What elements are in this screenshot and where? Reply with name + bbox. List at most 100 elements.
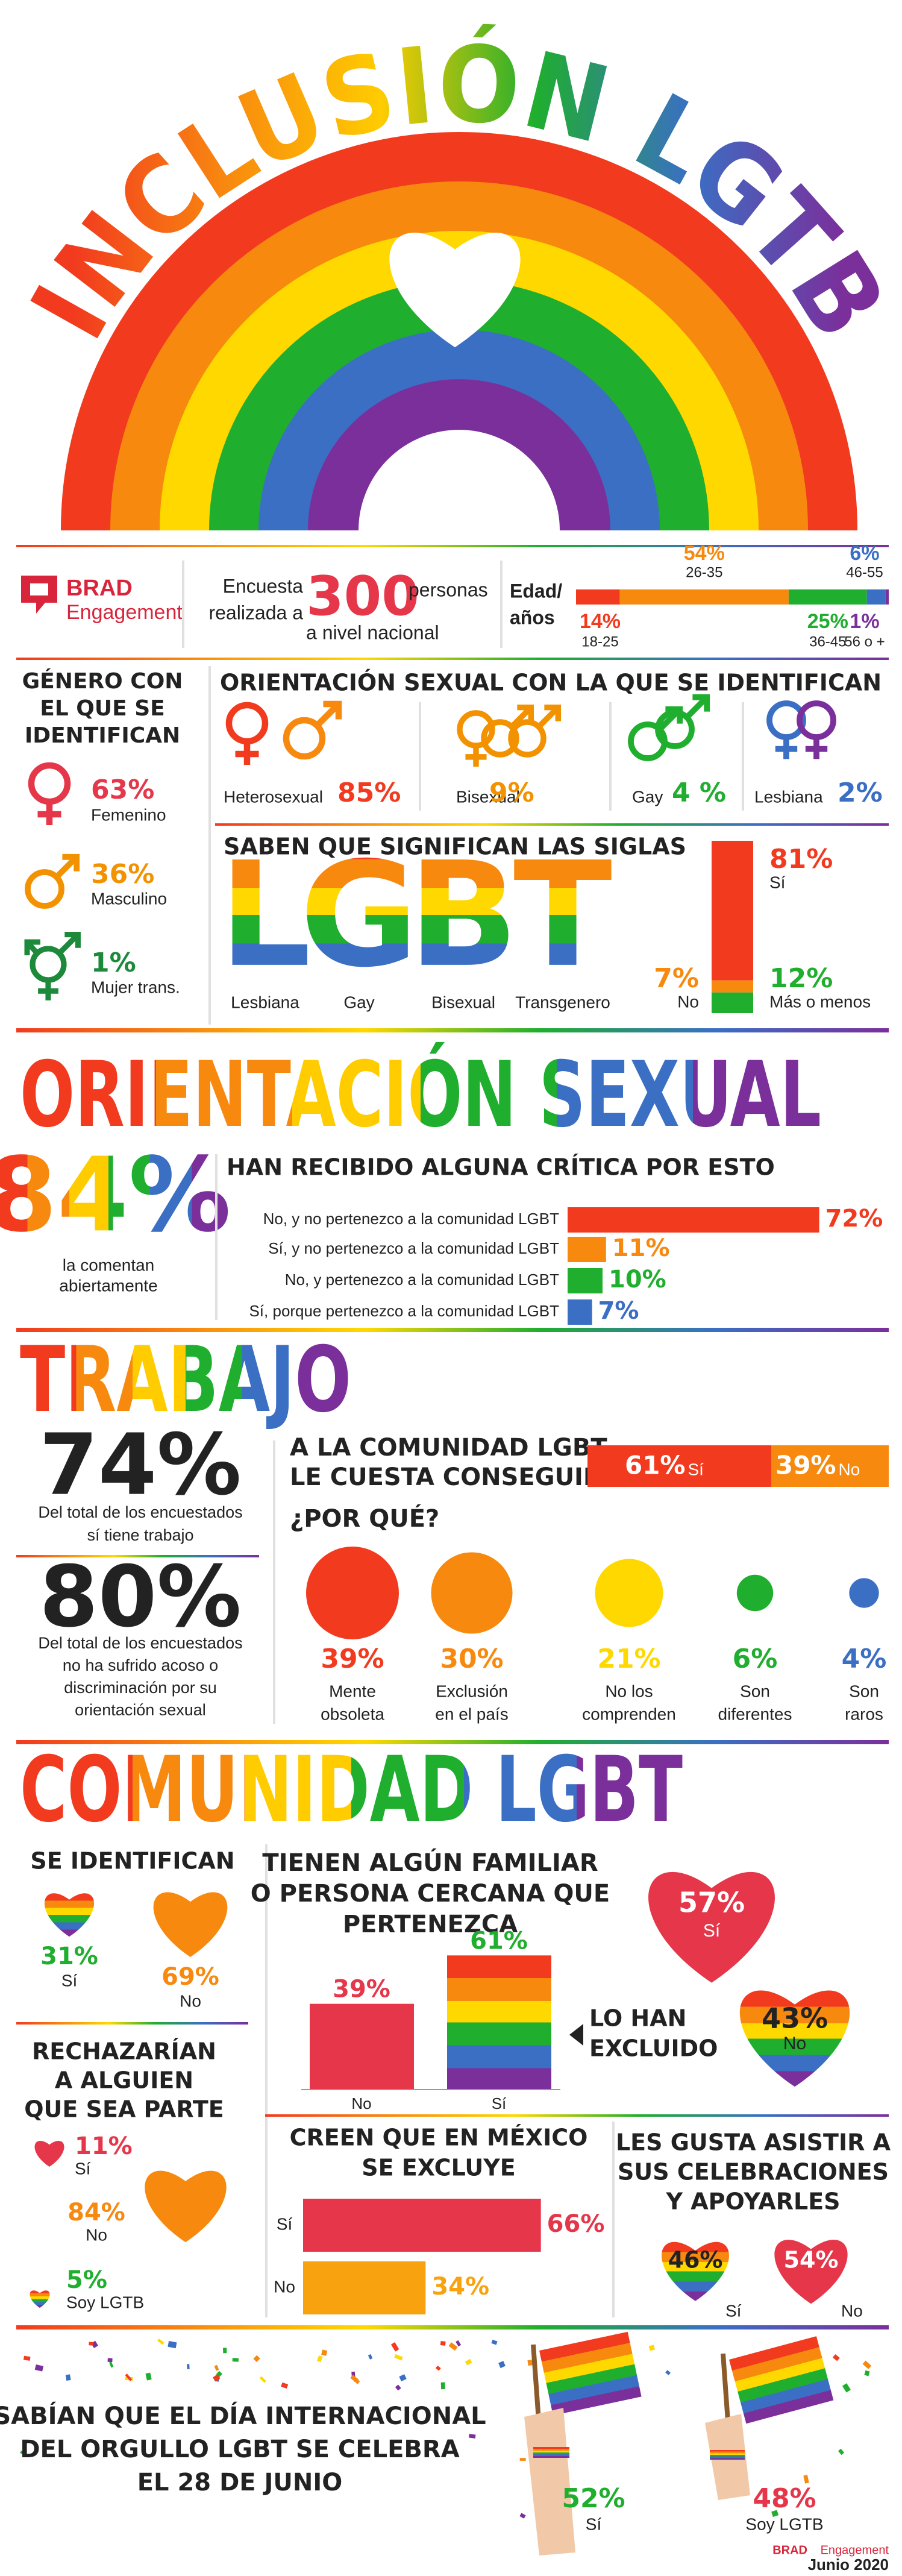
criticism-bar	[568, 1299, 592, 1325]
work-caption: orientación sexual	[75, 1701, 206, 1719]
mars-symbol	[508, 719, 547, 758]
orientation-label: Lesbiana	[754, 787, 823, 806]
trans-symbol	[24, 939, 40, 956]
heart	[739, 1990, 850, 2087]
reason-label: Son	[849, 1682, 879, 1700]
identify-label: No	[180, 1991, 201, 2010]
survey-text: a nivel nacional	[306, 621, 439, 643]
heart	[30, 2290, 50, 2308]
confetti	[440, 2341, 446, 2346]
orientation-percent: 85%	[337, 778, 401, 808]
age-percent: 1%	[850, 610, 879, 633]
acronym-bar-segment	[712, 980, 753, 993]
confetti	[187, 2364, 190, 2369]
age-segment	[866, 589, 886, 605]
mars-symbol	[25, 869, 64, 909]
confetti	[665, 2370, 671, 2375]
criticism-bar	[568, 1268, 603, 1293]
rainbow-band	[110, 181, 808, 531]
confetti	[832, 2354, 840, 2361]
confetti	[316, 2355, 323, 2363]
pride-label: Soy LGTB	[745, 2515, 823, 2533]
reason-circle	[305, 1546, 399, 1640]
rainbow-band	[308, 379, 610, 531]
heart	[44, 1893, 95, 1937]
mexico-bar	[303, 2261, 426, 2314]
acronym-letter: B	[409, 831, 519, 999]
acronym-answer: Sí	[769, 873, 786, 891]
divider	[612, 2122, 615, 2317]
mars-symbol	[30, 946, 67, 983]
age-segment	[885, 589, 889, 605]
reject-percent: 11%	[75, 2132, 133, 2160]
confetti	[448, 2342, 458, 2351]
confetti	[456, 2340, 462, 2347]
confetti	[390, 2342, 399, 2352]
confetti	[862, 2360, 872, 2369]
bracelet	[710, 2450, 745, 2460]
orientation-label: Gay	[632, 787, 663, 806]
reject-percent: 84%	[67, 2199, 125, 2226]
reason-percent: 6%	[733, 1644, 778, 1674]
confetti	[465, 2358, 472, 2366]
divider	[273, 1440, 275, 1724]
celebration-percent: 54%	[784, 2247, 839, 2273]
criticism-label: No, y pertenezco a la comunidad LGBT	[285, 1271, 559, 1289]
confetti	[20, 2450, 25, 2455]
work-caption: sí tiene trabajo	[87, 1526, 193, 1544]
heart	[145, 2170, 227, 2243]
confetti	[109, 2361, 114, 2368]
acronym-percent: 81%	[769, 844, 833, 875]
confetti	[65, 2374, 71, 2381]
confetti	[399, 2374, 407, 2382]
confetti	[157, 2339, 164, 2345]
orientation-title: ORIENTACIÓN SEXUAL CON LA QUE SE IDENTIF…	[220, 670, 882, 696]
acronym-word: Lesbiana	[231, 993, 299, 1011]
confetti	[803, 2475, 809, 2484]
work-percent: 80%	[39, 1548, 241, 1647]
acronym-word: Gay	[343, 993, 374, 1011]
confetti	[145, 2372, 152, 2381]
orientation-percent: 2%	[838, 778, 883, 808]
confetti	[842, 2383, 851, 2393]
mars-symbol	[509, 704, 534, 729]
heart	[648, 1871, 775, 1983]
reject-label: No	[86, 2225, 107, 2244]
mars-symbol	[481, 719, 519, 758]
divider	[208, 666, 211, 1025]
mexico-bar	[303, 2199, 541, 2252]
reason-label: comprenden	[582, 1704, 676, 1723]
section-heading: ORIENTACIÓN SEXUAL	[20, 1042, 821, 1148]
age-label: años	[510, 606, 555, 628]
identify-percent: 31%	[40, 1943, 98, 1970]
excluded-title: LO HAN	[589, 2005, 686, 2032]
criticism-percent: 10%	[609, 1266, 666, 1293]
confetti	[435, 2365, 441, 2371]
orientation-percent: 4 %	[672, 778, 726, 808]
work-caption: discriminación por su	[64, 1679, 217, 1697]
mexico-label: Sí	[277, 2214, 293, 2233]
criticism-label: No, y no pertenezco a la comunidad LGBT	[263, 1210, 560, 1228]
confetti	[23, 2355, 31, 2361]
divider	[609, 702, 612, 811]
confetti	[394, 2354, 403, 2361]
reason-percent: 21%	[597, 1644, 660, 1674]
mexico-title: CREEN QUE EN MÉXICO	[290, 2125, 588, 2151]
gender-title: IDENTIFICAN	[25, 723, 180, 748]
acronym-letter: G	[300, 831, 419, 999]
criticism-bar	[568, 1207, 819, 1233]
gender-label: Masculino	[91, 889, 167, 908]
celebration-title: LES GUSTA ASISTIR A	[616, 2129, 891, 2156]
age-range: 26-35	[686, 564, 722, 580]
divider	[16, 1028, 889, 1032]
venus-symbol	[225, 702, 269, 745]
divider	[215, 823, 889, 826]
age-segment	[619, 589, 789, 605]
pride-percent: 52%	[562, 2483, 625, 2514]
mars-symbol	[57, 932, 81, 956]
venus-symbol	[775, 737, 798, 759]
mexico-percent: 34%	[431, 2273, 489, 2301]
mars-symbol	[655, 709, 695, 749]
